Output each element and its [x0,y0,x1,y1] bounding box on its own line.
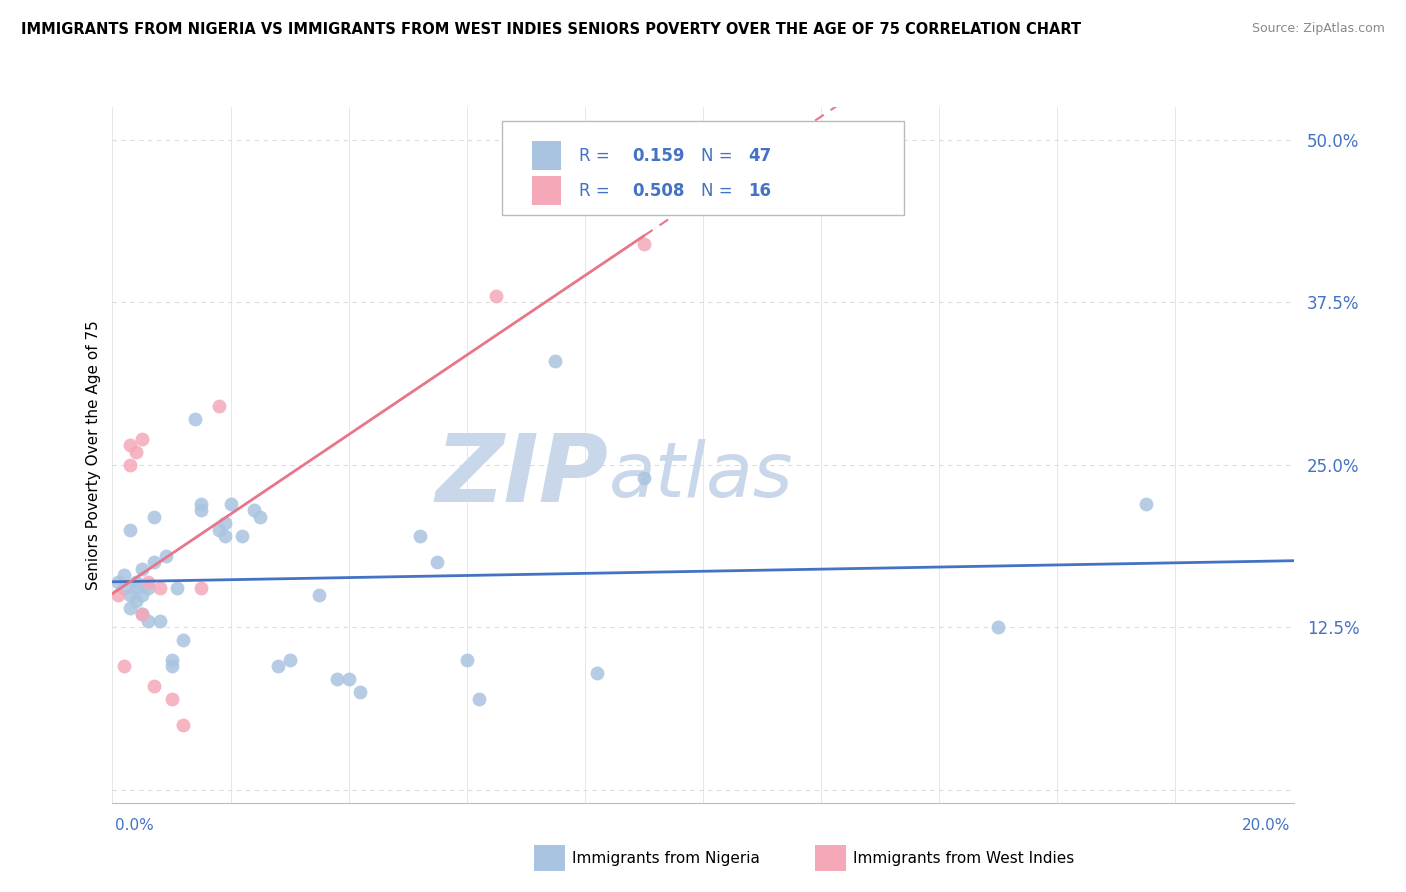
Point [278,653,301,667]
Point [214,516,236,531]
Point [120,438,142,452]
Text: Source: ZipAtlas.com: Source: ZipAtlas.com [1251,22,1385,36]
FancyBboxPatch shape [531,141,561,170]
Point [190,497,212,511]
Point [136,574,159,589]
FancyBboxPatch shape [502,121,904,215]
Text: Immigrants from West Indies: Immigrants from West Indies [853,851,1074,865]
Point [326,672,349,686]
Point [166,581,188,595]
Text: 0.159: 0.159 [633,147,685,165]
Point [426,555,449,569]
Point [231,529,253,543]
Text: R =: R = [579,182,620,200]
Point [337,672,360,686]
Text: ZIP: ZIP [436,430,609,522]
Point [131,562,153,576]
Point [142,555,165,569]
Point [112,568,135,582]
Point [149,614,172,628]
Text: 0.0%: 0.0% [115,818,155,832]
Text: IMMIGRANTS FROM NIGERIA VS IMMIGRANTS FROM WEST INDIES SENIORS POVERTY OVER THE : IMMIGRANTS FROM NIGERIA VS IMMIGRANTS FR… [21,22,1081,37]
Point [172,633,194,648]
Point [155,549,177,563]
Point [112,659,135,673]
Point [120,588,142,602]
Point [208,399,231,413]
Point [125,574,148,589]
Point [131,607,153,622]
Point [408,529,430,543]
Text: 16: 16 [748,182,770,200]
Text: Immigrants from Nigeria: Immigrants from Nigeria [572,851,761,865]
Point [107,588,129,602]
Point [160,653,183,667]
Point [125,444,148,458]
Point [120,523,142,537]
Point [987,620,1010,634]
Point [349,685,371,699]
Point [544,353,567,368]
Point [131,607,153,622]
Point [267,659,290,673]
Y-axis label: Seniors Poverty Over the Age of 75: Seniors Poverty Over the Age of 75 [86,320,101,590]
Text: N =: N = [700,182,738,200]
Point [633,471,655,485]
Text: R =: R = [579,147,620,165]
Point [120,600,142,615]
Point [184,412,207,426]
Point [467,691,489,706]
Point [160,659,183,673]
Point [249,509,271,524]
Point [107,574,129,589]
Point [633,236,655,251]
Point [142,679,165,693]
Point [125,581,148,595]
Point [485,288,508,302]
Point [149,581,172,595]
Text: atlas: atlas [609,439,793,513]
Text: 0.508: 0.508 [633,182,685,200]
Point [308,588,330,602]
Point [160,691,183,706]
Text: 47: 47 [748,147,770,165]
Point [456,653,478,667]
Point [131,588,153,602]
Point [219,497,242,511]
Point [1135,497,1157,511]
Point [190,581,212,595]
Point [136,614,159,628]
Point [120,458,142,472]
Point [208,523,231,537]
Point [112,581,135,595]
Point [142,509,165,524]
Point [243,503,266,517]
Point [172,718,194,732]
Point [585,665,607,680]
Point [131,432,153,446]
Point [214,529,236,543]
Point [136,581,159,595]
Text: N =: N = [700,147,738,165]
Point [190,503,212,517]
FancyBboxPatch shape [531,176,561,205]
Point [125,594,148,608]
Text: 20.0%: 20.0% [1243,818,1291,832]
